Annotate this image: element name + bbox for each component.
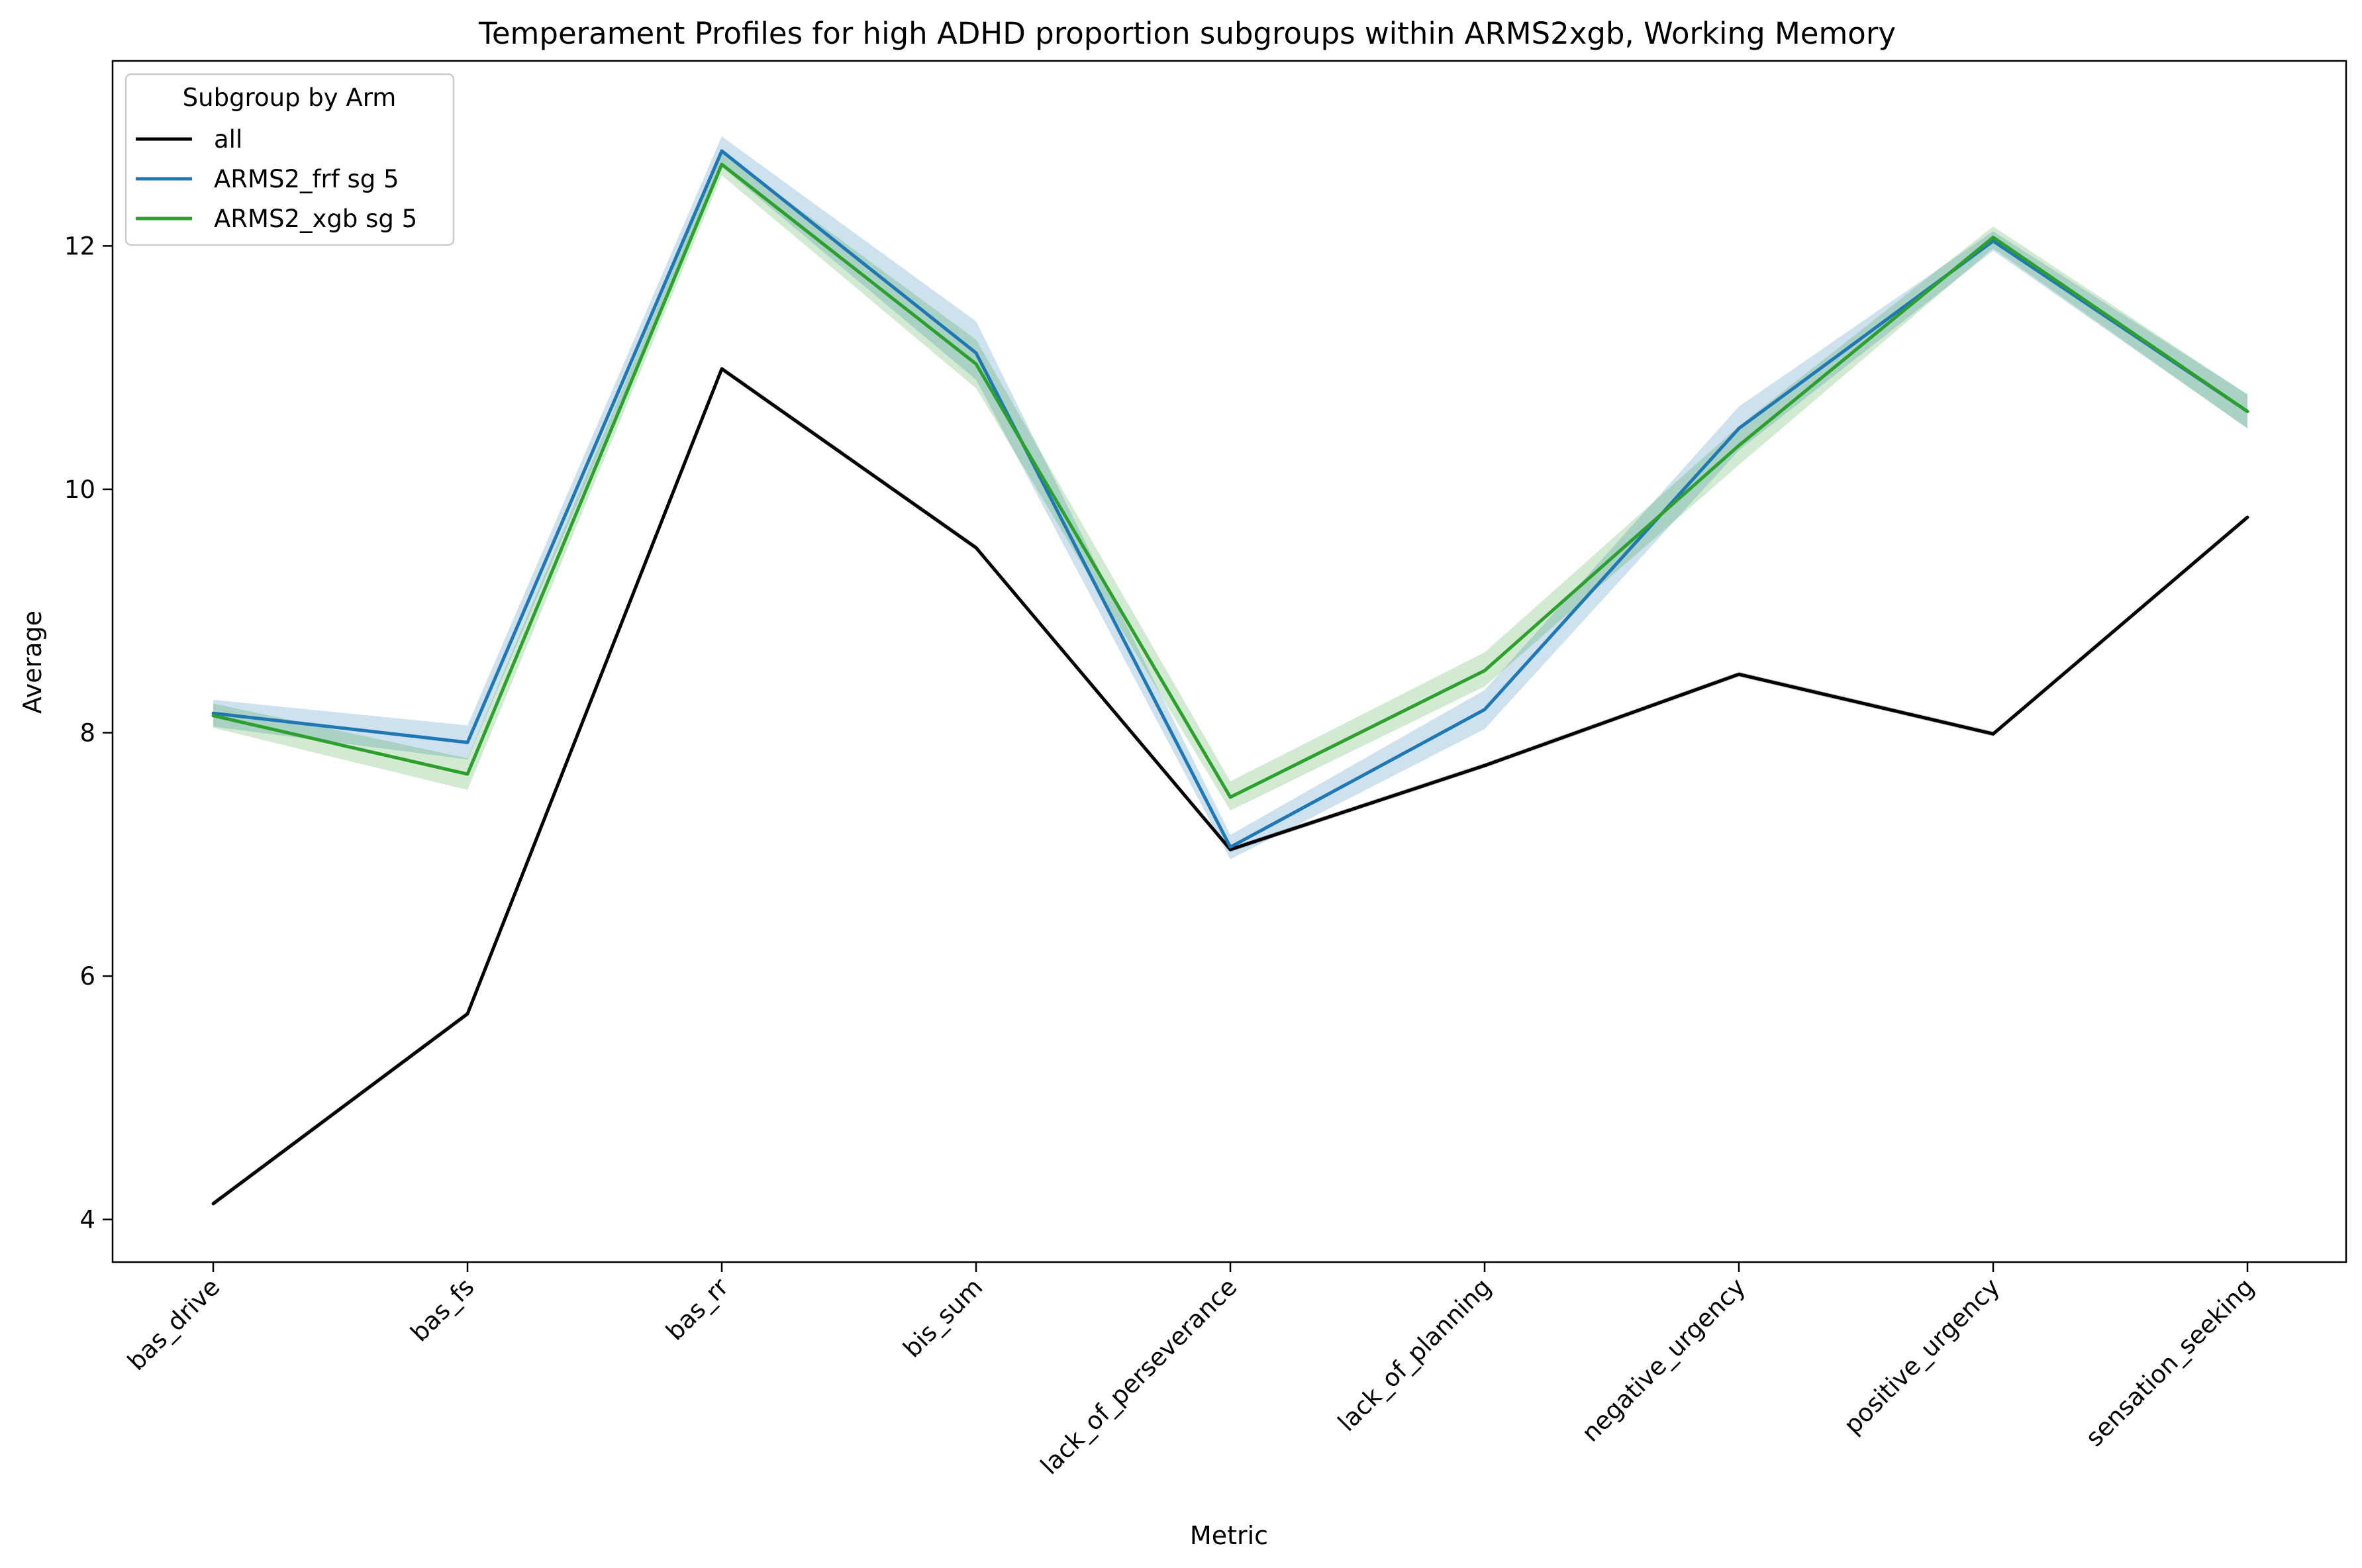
legend-label: ARMS2_frf sg 5: [214, 165, 399, 193]
x-axis-label: Metric: [1190, 1521, 1268, 1550]
series-line-arms2-xgb-sg-5: [211, 162, 2249, 799]
legend-label: ARMS2_xgb sg 5: [214, 205, 417, 233]
legend-label: all: [214, 125, 242, 154]
y-axis-label: Average: [18, 611, 47, 714]
chart-title: Temperament Profiles for high ADHD propo…: [478, 16, 1896, 51]
legend: Subgroup by Arm all ARMS2_frf sg 5 ARMS2_x…: [124, 73, 455, 246]
y-tick-label: 10: [64, 475, 95, 504]
y-tick-label: 8: [79, 719, 95, 748]
legend-box: [124, 73, 455, 246]
plot-area-frame: [111, 60, 2347, 1263]
series-line-all: [211, 367, 2249, 1206]
legend-entries: all ARMS2_frf sg 5 ARMS2_xgb sg 5: [136, 125, 417, 233]
series-line-arms2-frf-sg-5: [211, 149, 2249, 849]
y-tick-label: 6: [79, 962, 95, 991]
y-tick-label: 12: [64, 232, 95, 260]
legend-title: Subgroup by Arm: [183, 83, 397, 112]
y-axis: 4 6 8 10 12: [64, 232, 113, 1234]
series-lines: [211, 149, 2249, 1206]
y-tick-label: 4: [79, 1206, 95, 1234]
